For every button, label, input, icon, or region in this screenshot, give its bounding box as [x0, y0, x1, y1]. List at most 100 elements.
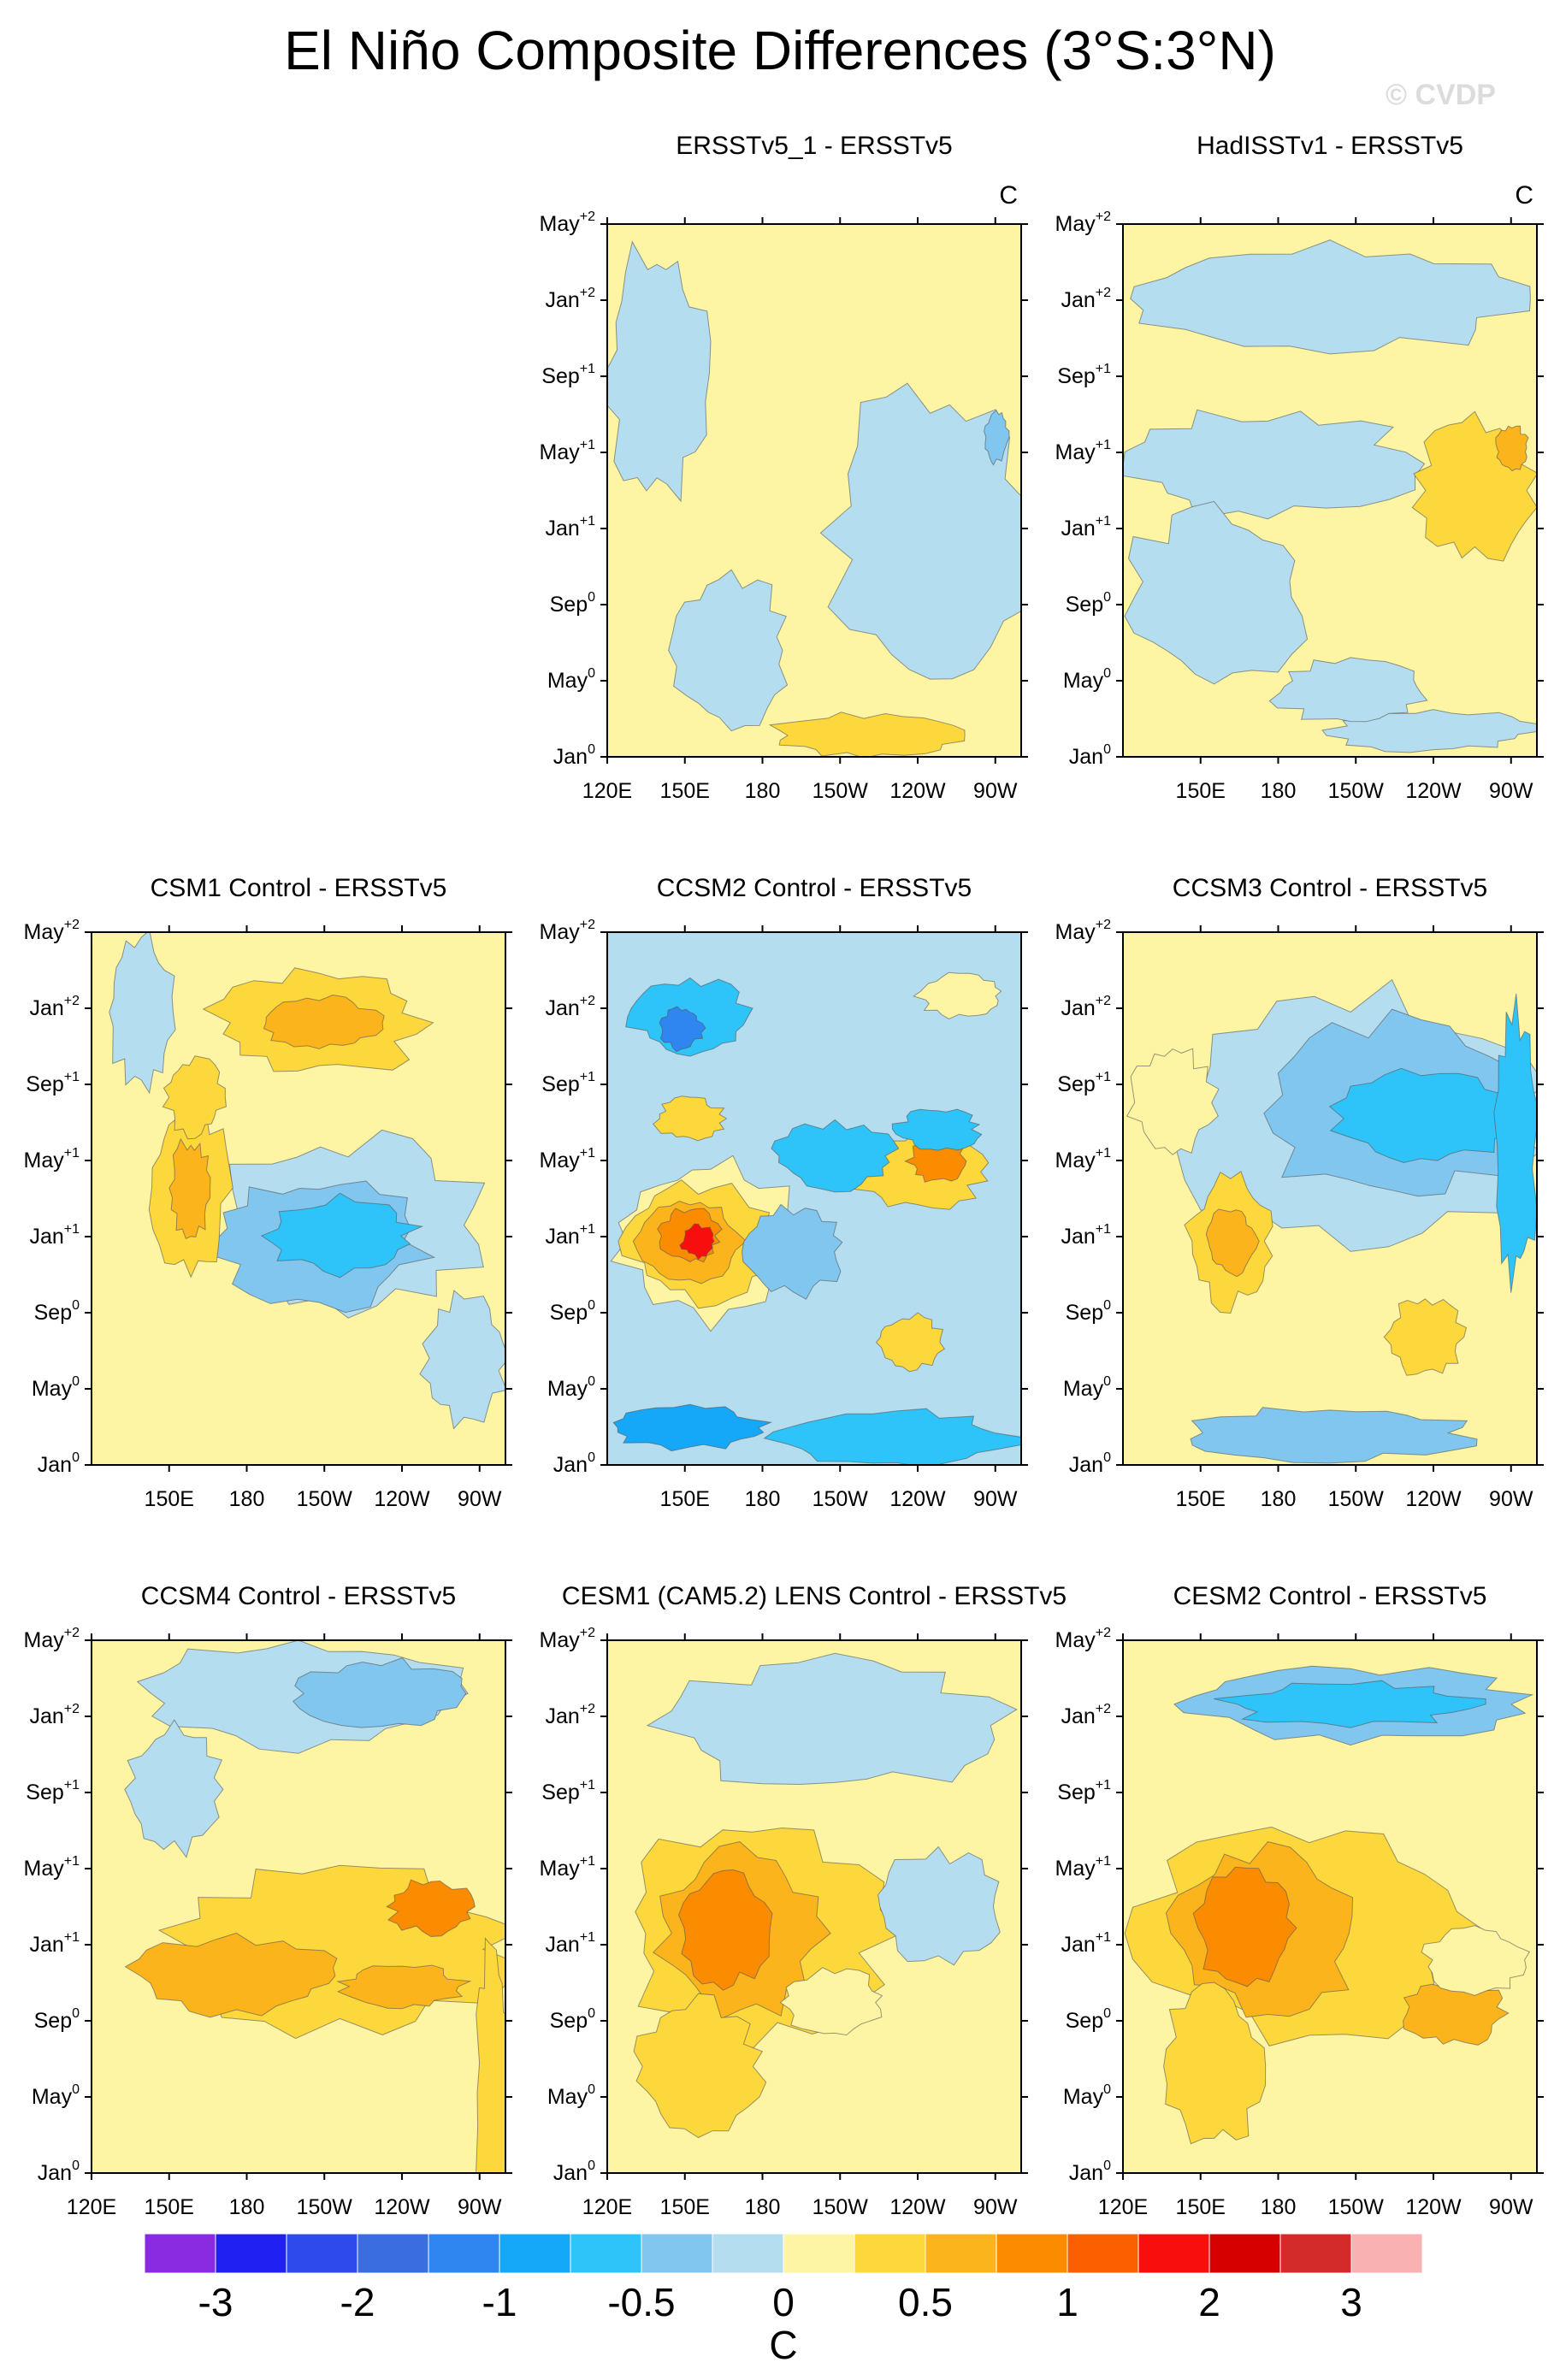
y-tick-label: May+1: [1055, 438, 1112, 464]
plot-frame: [91, 1639, 506, 2174]
contour-region: [292, 1657, 467, 1728]
colorbar-label: -2: [340, 2280, 375, 2324]
y-tick-label: Jan+1: [545, 514, 595, 540]
x-tick-label: 150E: [145, 1487, 194, 1511]
y-tick-label: Jan+1: [1061, 1222, 1111, 1249]
contour-region: [984, 410, 1010, 466]
y-tick-label: Jan0: [553, 2159, 595, 2185]
contour-region: [1192, 1866, 1297, 1987]
contour-region: [419, 1290, 505, 1430]
x-tick-label: 120W: [889, 779, 946, 803]
x-tick-label: 150E: [145, 2195, 194, 2219]
plot-frame: [1122, 931, 1538, 1466]
colorbar-label: -1: [482, 2280, 517, 2324]
x-tick-label: 180: [1261, 1487, 1297, 1511]
watermark: © CVDP: [1386, 79, 1496, 111]
plot-frame: [91, 931, 506, 1466]
y-tick-label: Sep0: [1066, 590, 1111, 617]
contour-region: [779, 1967, 883, 2036]
y-tick-label: May0: [547, 2082, 595, 2109]
x-tick-label: 180: [1261, 2195, 1297, 2219]
y-tick-label: May+2: [24, 918, 80, 944]
colorbar-swatch: [1138, 2233, 1210, 2274]
contour-field: [1123, 1640, 1537, 2173]
y-tick-label: May+2: [540, 1626, 596, 1652]
colorbar-swatch: [357, 2233, 429, 2274]
y-tick-label: May+1: [1055, 1146, 1112, 1172]
y-tick-label: Jan+1: [1061, 1930, 1111, 1957]
colorbar-label: 2: [1198, 2280, 1220, 2324]
x-tick-label: 150W: [812, 1487, 869, 1511]
colorbar-swatch: [286, 2233, 358, 2274]
y-tick-label: Sep0: [550, 590, 595, 617]
y-tick-label: Sep+1: [541, 1778, 595, 1804]
x-tick-label: 150W: [812, 779, 869, 803]
panel-title: CESM2 Control - ERSSTv5: [1173, 1582, 1487, 1610]
plot-frame: [1122, 223, 1538, 758]
y-tick-label: Sep+1: [26, 1778, 80, 1804]
contour-region: [168, 1137, 211, 1239]
y-tick-label: Jan0: [553, 1450, 595, 1477]
y-tick-label: Sep+1: [1057, 1778, 1111, 1804]
contour-field: [1123, 224, 1537, 757]
colorbar-label: 3: [1340, 2280, 1362, 2324]
y-tick-label: May+2: [1055, 918, 1112, 944]
contour-region: [1421, 1925, 1531, 1996]
y-tick-label: May+1: [540, 438, 596, 464]
contour-region: [771, 1119, 900, 1193]
y-tick-label: Jan+2: [1061, 286, 1111, 312]
colorbar: -3 -2 -1 -0.5 0 0.5 1 2 3 C: [144, 2233, 1423, 2367]
contour-region: [263, 994, 385, 1049]
y-tick-label: Sep+1: [541, 362, 595, 388]
x-tick-label: 90W: [1489, 779, 1533, 803]
x-tick-label: 150E: [660, 2195, 710, 2219]
y-tick-label: May0: [547, 666, 595, 693]
unit-label: C: [999, 181, 1018, 210]
panel-1: Jan0 May0 Sep0 Jan+1 May+1 Sep+1 Jan+2 May+2 120…: [540, 132, 1028, 803]
contour-region: [1205, 1208, 1260, 1278]
y-tick-label: Jan+2: [545, 286, 595, 312]
y-tick-label: Sep+1: [1057, 1070, 1111, 1096]
x-tick-label: 120E: [582, 779, 632, 803]
y-tick-label: May0: [1063, 2082, 1111, 2109]
y-tick-label: May+1: [540, 1146, 596, 1172]
x-tick-label: 180: [229, 1487, 265, 1511]
y-tick-label: May+2: [1055, 210, 1112, 236]
panel-2: Jan0 May0 Sep0 Jan+1 May+1 Sep+1 Jan+2 May+2 150…: [1055, 132, 1544, 803]
contour-region: [1213, 1680, 1486, 1728]
colorbar-label: 0.5: [898, 2280, 953, 2324]
contour-region: [336, 1964, 472, 2010]
colorbar-label: -0.5: [607, 2280, 675, 2324]
y-tick-label: Jan+1: [29, 1930, 80, 1957]
y-tick-label: May+1: [540, 1854, 596, 1881]
x-tick-label: 120W: [1405, 2195, 1462, 2219]
x-tick-label: 90W: [1489, 1487, 1533, 1511]
plot-frame: [606, 931, 1022, 1466]
y-tick-label: Jan+2: [1061, 994, 1111, 1020]
colorbar-label: -3: [198, 2280, 233, 2324]
y-tick-label: May0: [547, 1374, 595, 1401]
y-tick-label: May+2: [1055, 1626, 1112, 1652]
colorbar-swatch: [428, 2233, 500, 2274]
contour-region: [1495, 425, 1529, 472]
colorbar-swatch: [641, 2233, 713, 2274]
x-tick-label: 120W: [1405, 1487, 1462, 1511]
contour-region: [668, 569, 789, 732]
contour-region: [1124, 500, 1309, 685]
contour-region: [109, 932, 176, 1095]
panel-title: CCSM2 Control - ERSSTv5: [657, 874, 972, 902]
y-tick-label: Sep0: [34, 2006, 80, 2033]
y-tick-label: May0: [1063, 1374, 1111, 1401]
y-tick-label: May0: [1063, 666, 1111, 693]
plot-frame: [606, 1639, 1022, 2174]
y-tick-label: May0: [32, 2082, 80, 2109]
y-tick-label: May0: [32, 1374, 80, 1401]
y-tick-label: Sep0: [550, 1298, 595, 1325]
y-tick-label: May+2: [540, 918, 596, 944]
x-tick-label: 120W: [1405, 779, 1462, 803]
x-tick-label: 90W: [973, 2195, 1018, 2219]
contour-region: [875, 1312, 946, 1373]
colorbar-swatch: [925, 2233, 997, 2274]
contour-region: [1328, 1067, 1513, 1164]
y-tick-label: Jan0: [553, 742, 595, 769]
